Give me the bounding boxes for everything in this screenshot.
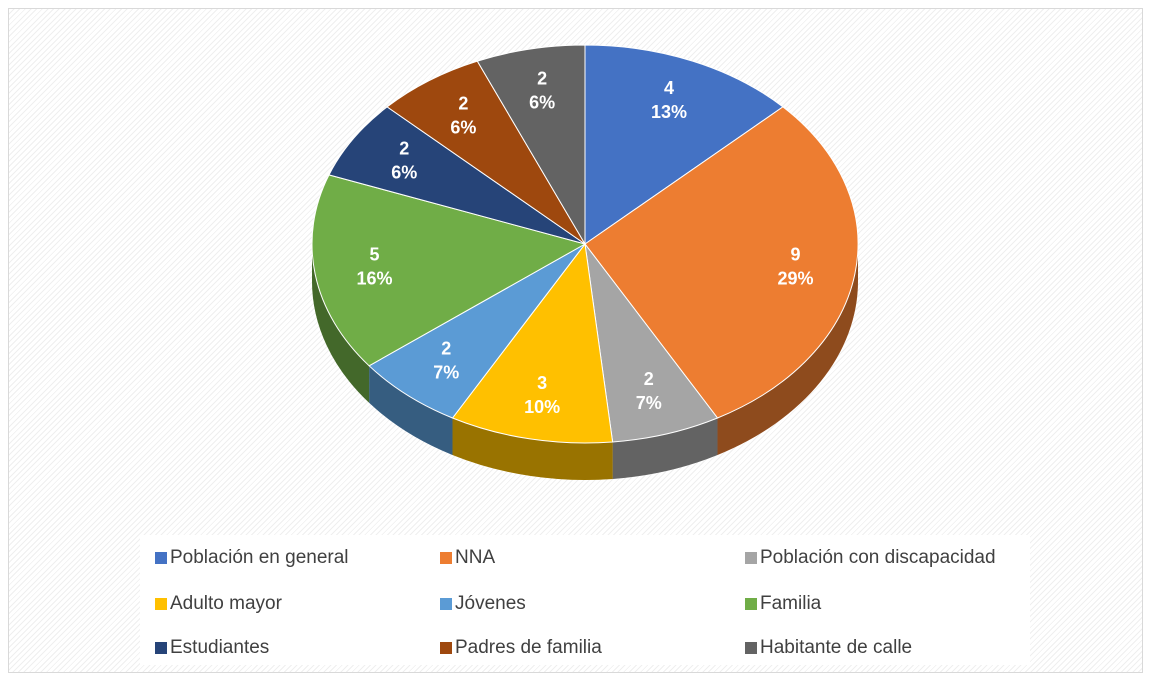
legend-label: Habitante de calle xyxy=(760,637,912,658)
data-label: 2 xyxy=(537,69,547,89)
slice-side-shade xyxy=(312,244,370,403)
legend-swatch xyxy=(440,598,452,610)
percent-label: 7% xyxy=(636,393,662,413)
slice xyxy=(584,44,784,245)
data-label: 2 xyxy=(644,369,654,389)
legend-label: Jóvenes xyxy=(455,593,526,614)
legend-label: Adulto mayor xyxy=(170,593,283,614)
slice xyxy=(476,44,586,246)
legend-swatch xyxy=(440,552,452,564)
legend-swatch xyxy=(745,642,757,654)
legend-label: Familia xyxy=(760,593,822,614)
legend-swatch xyxy=(745,598,757,610)
data-label: 3 xyxy=(537,373,547,393)
legend-swatch xyxy=(440,642,452,654)
percent-label: 6% xyxy=(529,93,555,113)
legend-label: Estudiantes xyxy=(170,637,269,658)
slice-side-shade xyxy=(717,244,858,455)
slice xyxy=(584,106,859,419)
data-label: 5 xyxy=(370,244,380,264)
data-label: 4 xyxy=(664,78,674,98)
percent-label: 29% xyxy=(777,268,813,288)
legend-swatch xyxy=(155,642,167,654)
percent-label: 13% xyxy=(651,102,687,122)
legend-label: Población en general xyxy=(170,547,349,568)
data-label: 2 xyxy=(441,339,451,359)
legend-swatch xyxy=(745,552,757,564)
legend-swatch xyxy=(155,598,167,610)
percent-label: 6% xyxy=(391,163,417,183)
slice-side-shade xyxy=(369,365,453,455)
data-label: 2 xyxy=(399,139,409,159)
legend-label: Padres de familia xyxy=(455,637,602,658)
data-label: 9 xyxy=(790,244,800,264)
data-label: 2 xyxy=(458,93,468,113)
slice xyxy=(584,242,719,443)
legend-box xyxy=(140,535,1030,665)
percent-label: 10% xyxy=(524,397,560,417)
slice xyxy=(451,242,614,444)
slice-side xyxy=(369,365,453,455)
slice-side xyxy=(717,244,858,455)
percent-label: 16% xyxy=(356,268,392,288)
legend-label: NNA xyxy=(455,547,495,568)
slice-side xyxy=(312,244,370,403)
legend-swatch xyxy=(155,552,167,564)
slice xyxy=(328,106,586,245)
slice xyxy=(386,60,586,245)
slice-side xyxy=(612,417,718,479)
slice xyxy=(311,174,587,367)
slice-side-shade xyxy=(612,417,718,479)
slice-side-shade xyxy=(452,417,613,480)
percent-label: 7% xyxy=(433,363,459,383)
slice xyxy=(368,243,586,419)
legend-label: Población con discapacidad xyxy=(760,547,996,568)
percent-label: 6% xyxy=(450,117,476,137)
slice-side xyxy=(452,417,613,480)
